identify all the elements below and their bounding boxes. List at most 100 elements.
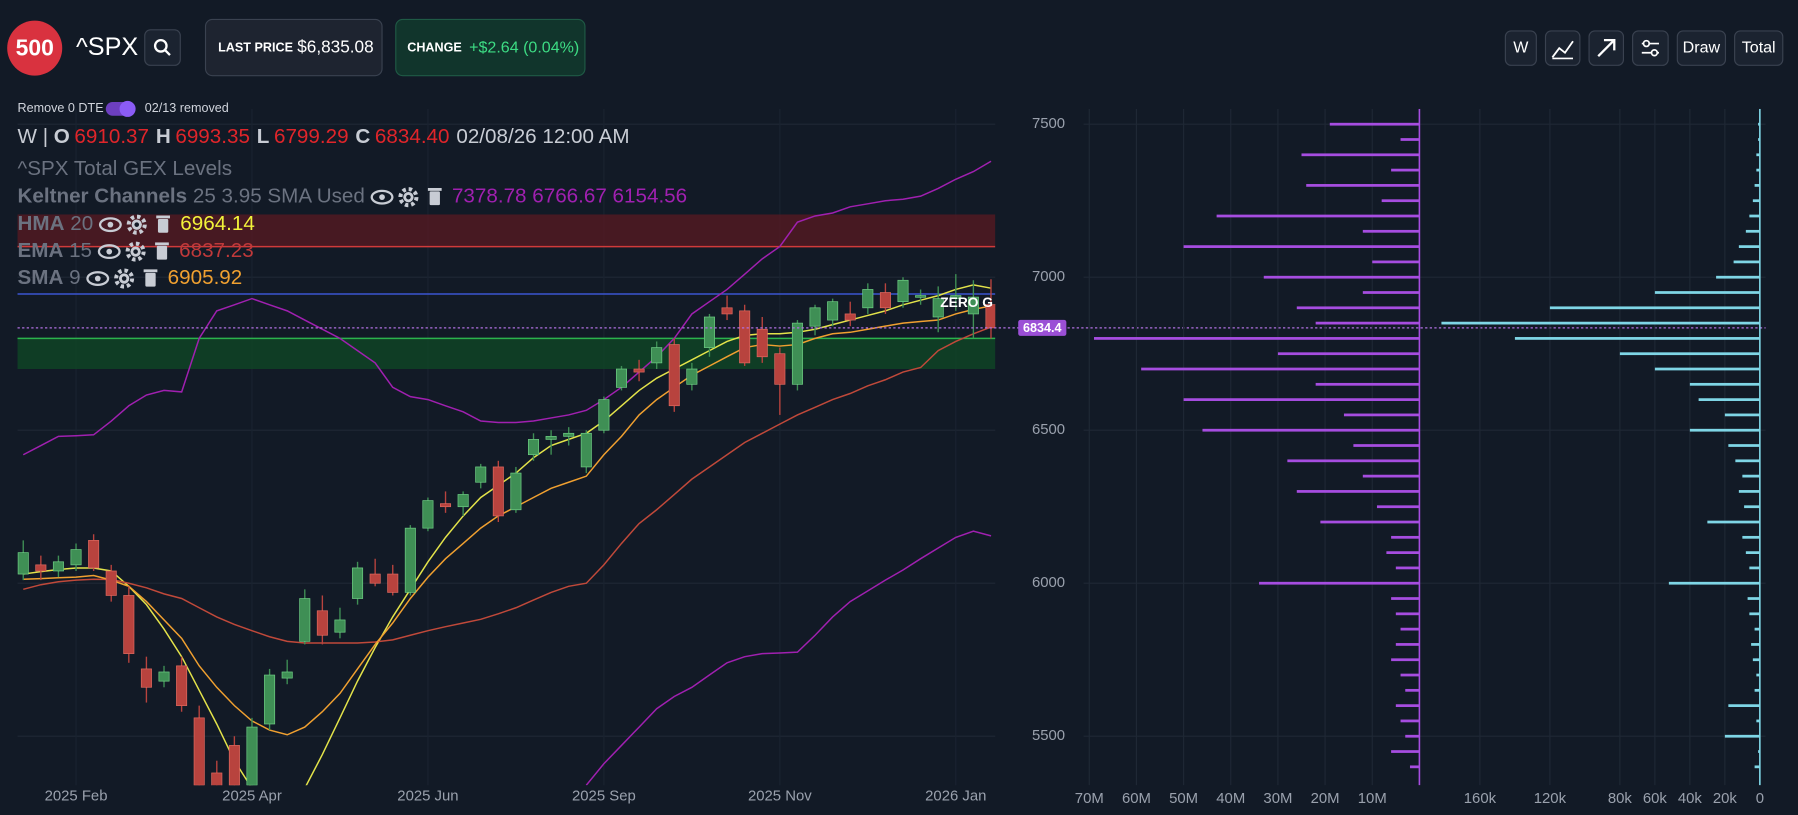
gear-hole [121,276,127,281]
last-price-label: LAST PRICE [218,40,293,54]
change-label: CHANGE [407,40,462,54]
gex-bar [1376,505,1420,509]
y-tick-label: 7500 [1032,116,1065,132]
gex-bar [1749,566,1760,570]
eye-pupil [94,275,101,282]
total-button-text[interactable]: Total [1742,38,1776,56]
gex-bar [1400,138,1420,141]
gex-bar [1287,459,1420,463]
ohlc-value: 6834.40 [375,125,450,148]
indicator-name: EMA [18,239,64,262]
trash-body [145,272,156,287]
gex-bar [1405,688,1420,692]
gear-icon[interactable] [126,214,147,235]
indicator-params: 25 3.95 SMA Used [193,185,365,208]
eye-icon[interactable] [370,189,394,205]
toggle[interactable] [105,100,136,117]
x-tick-label: 50M [1169,791,1198,807]
x-tick-label: 70M [1075,791,1104,807]
trash-icon[interactable] [155,242,169,260]
gex-bar [1698,398,1760,401]
eye-shape [86,271,110,286]
candle-body [140,668,152,688]
gex-bar [1263,275,1420,279]
eye-icon[interactable] [97,244,121,260]
candle-body [211,772,223,786]
candle-body [246,726,258,786]
indicator-line [23,305,992,736]
gex-bar [1751,643,1760,646]
candle-body [827,301,839,321]
gex-bar [1441,321,1760,325]
gex-bar [1654,367,1760,371]
gex-bar [1752,658,1760,662]
draw-button[interactable]: Draw [1676,30,1727,66]
eye-icon[interactable] [98,217,122,233]
draw-button-text[interactable]: Draw [1683,38,1721,56]
x-tick-label: 20M [1311,791,1340,807]
x-tick-label: 60M [1122,791,1151,807]
candle-layer [17,160,996,786]
gex-bar [1724,413,1760,417]
legend: W | O 6910.37 H 6993.35 L 6799.29 C 6834.40 02/08/… [18,125,688,289]
candle-body [915,295,927,298]
x-tick-label: 40k [1678,791,1703,807]
gear-icon[interactable] [398,187,419,208]
gear-icon[interactable] [125,241,146,262]
candle-body [510,472,522,511]
candle-body [545,435,557,440]
gex-bar [1758,750,1760,753]
gex-bar [1386,551,1420,554]
trend-button[interactable] [1588,30,1625,66]
candle-body [897,279,909,303]
gear-teeth [114,268,135,289]
gex-bar [1306,184,1420,187]
gex-bar [1749,612,1760,616]
ohlc-letter: C [355,125,370,148]
gex-bar [1259,581,1420,585]
gex-bar [1093,337,1420,340]
trash-icon[interactable] [156,215,170,233]
x-tick-label: 2025 Feb [45,789,108,805]
candle-body [492,466,504,517]
eye-pupil [107,221,114,228]
gex-bar [1728,444,1760,447]
logo [7,20,63,76]
candle-body [369,573,381,584]
gex-bar [1745,551,1760,554]
filter-label: Remove 0 DTE [18,101,104,115]
indicators-button[interactable] [1544,30,1581,66]
price-tag [1018,319,1067,336]
settings-button[interactable] [1632,30,1669,66]
x-tick-label: 2025 Nov [748,789,812,805]
gex-bar [1756,153,1760,157]
gex-bar [1514,337,1760,340]
gex-bar [1735,459,1760,463]
ohlc-letter: H [156,125,171,148]
candle-body [633,368,645,373]
x-tick-label: 160k [1464,791,1497,807]
logo-text: 500 [16,34,54,60]
gex-bar [1400,673,1420,677]
gex-bar [1668,581,1760,585]
candle-body [457,494,469,508]
interval-button-text[interactable]: W [1513,38,1529,56]
gex-bar [1372,260,1420,264]
indicator-line [23,326,992,644]
candle-body [791,322,803,385]
indicator-line [585,530,992,786]
interval-button[interactable]: W [1504,30,1537,66]
trash-icon[interactable] [427,187,442,206]
x-tick-label: 2025 Apr [222,789,282,805]
change: +$2.64 (0.04%) [469,38,579,56]
gex-bar [1654,291,1760,294]
total-button[interactable]: Total [1734,30,1784,66]
candle-body [123,595,135,654]
search-button[interactable] [144,29,181,66]
eye-icon[interactable] [86,271,110,286]
gex-bar [1315,321,1420,325]
gex-bar [1395,643,1420,646]
gex-bar [1733,260,1760,264]
trash-icon[interactable] [143,269,158,287]
gear-icon[interactable] [114,268,135,289]
